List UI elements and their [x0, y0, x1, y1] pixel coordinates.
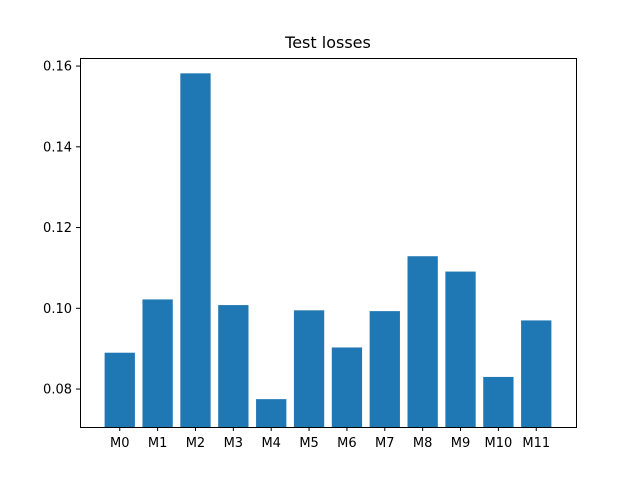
x-tick-label: M7: [375, 436, 395, 451]
bar-m0: [104, 352, 135, 427]
x-tick-label: M8: [413, 436, 433, 451]
y-axis-ticks: 0.08 0.10 0.12 0.14 0.16: [43, 60, 80, 398]
x-tick-label: M10: [484, 436, 512, 451]
bar-m10: [483, 376, 514, 427]
x-axis-ticks: M0 M1 M2 M3 M4 M5 M6 M7 M8 M9 M10 M11: [110, 427, 550, 451]
bars-layer: [104, 73, 552, 427]
y-tick-label: 0.14: [43, 140, 72, 155]
x-tick-label: M5: [299, 436, 319, 451]
bar-m2: [180, 73, 211, 427]
x-tick-label: M6: [337, 436, 357, 451]
x-tick-label: M3: [224, 436, 244, 451]
bar-m6: [331, 347, 363, 427]
x-tick-label: M0: [110, 436, 130, 451]
x-tick-label: M4: [261, 436, 281, 451]
bar-m9: [445, 271, 476, 427]
bar-m5: [293, 310, 325, 427]
bar-m7: [369, 311, 400, 427]
bar-m11: [521, 320, 552, 427]
x-tick-label: M2: [186, 436, 206, 451]
chart-title: Test losses: [284, 33, 371, 52]
bar-m4: [256, 399, 287, 427]
y-tick-label: 0.16: [43, 60, 72, 75]
x-tick-label: M9: [451, 436, 471, 451]
bar-m8: [407, 256, 438, 427]
y-tick-label: 0.08: [43, 383, 72, 398]
bar-m1: [142, 299, 173, 427]
y-tick-label: 0.10: [43, 302, 72, 317]
x-tick-label: M11: [522, 436, 550, 451]
x-tick-label: M1: [148, 436, 168, 451]
y-tick-label: 0.12: [43, 221, 72, 236]
plot-frame: [80, 58, 577, 428]
bar-m3: [218, 305, 249, 427]
